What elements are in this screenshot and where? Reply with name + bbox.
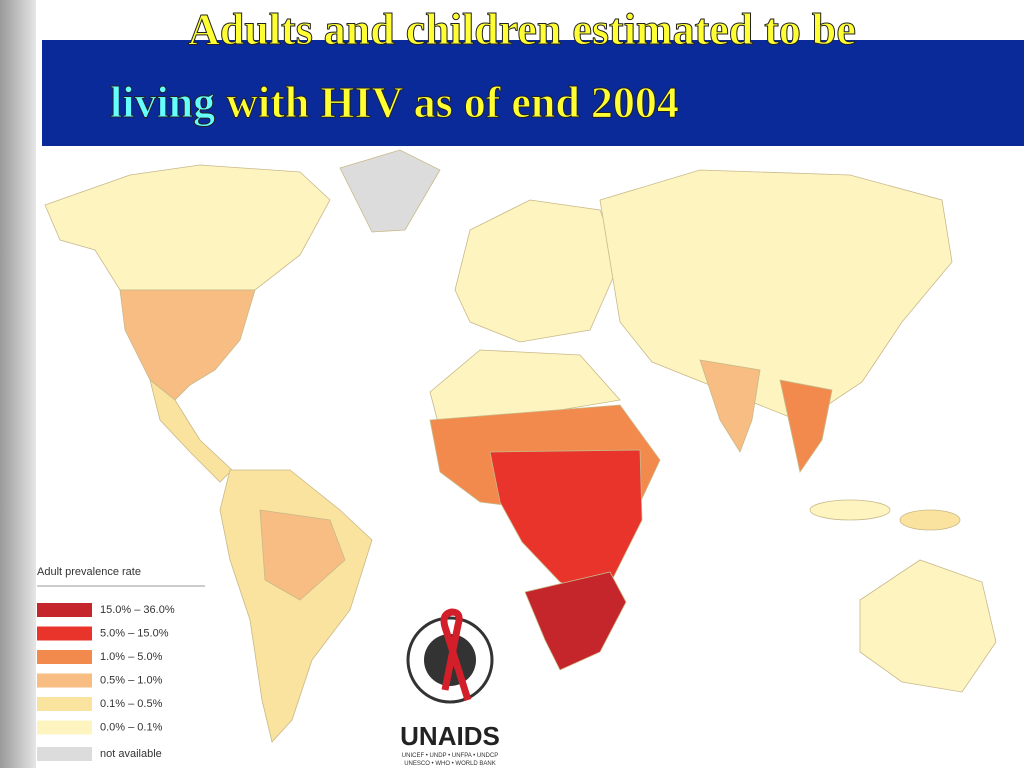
legend-label: 0.1% – 0.5% bbox=[100, 698, 163, 710]
header-band bbox=[42, 40, 1024, 146]
logo-wreath bbox=[406, 616, 494, 704]
south-america bbox=[219, 469, 373, 743]
europe bbox=[454, 199, 621, 343]
world-map bbox=[44, 149, 997, 743]
legend-label: 0.0% – 0.1% bbox=[100, 721, 163, 733]
indonesia bbox=[809, 499, 891, 521]
logo-name: UNAIDS bbox=[400, 721, 500, 751]
legend-label: not available bbox=[100, 748, 162, 760]
legend-swatch bbox=[37, 697, 92, 711]
legend-swatch bbox=[37, 603, 92, 617]
legend-label: 5.0% – 15.0% bbox=[100, 627, 169, 639]
title-highlight: living bbox=[110, 78, 215, 127]
central-africa bbox=[489, 449, 643, 601]
logo-ribbon bbox=[440, 608, 472, 702]
legend-swatch bbox=[37, 650, 92, 664]
title: Adults and children estimated to be livi… bbox=[110, 5, 857, 128]
side-bar bbox=[0, 0, 36, 768]
canada bbox=[44, 164, 331, 291]
legend-label: 0.5% – 1.0% bbox=[100, 674, 163, 686]
title-line2: living with HIV as of end 2004 bbox=[110, 78, 679, 127]
australia bbox=[859, 559, 997, 693]
legend-items: 15.0% – 36.0% 5.0% – 15.0% 1.0% – 5.0% 0.5%… bbox=[37, 603, 175, 761]
logo-line2: UNESCO • WHO • WORLD BANK bbox=[404, 761, 496, 767]
usa bbox=[119, 289, 256, 401]
legend-label: 15.0% – 36.0% bbox=[100, 604, 175, 616]
central-america bbox=[149, 378, 233, 483]
legend-title: Adult prevalence rate bbox=[37, 566, 141, 578]
southern-africa bbox=[524, 571, 627, 671]
greenland bbox=[339, 149, 441, 233]
legend-swatch bbox=[37, 720, 92, 735]
legend-swatch bbox=[37, 626, 92, 641]
legend-swatch bbox=[37, 747, 92, 761]
logo-line1: UNICEF • UNDP • UNFPA • UNDCP bbox=[402, 753, 498, 759]
brazil bbox=[259, 509, 346, 601]
india bbox=[699, 359, 761, 453]
title-rest: with HIV as of end 2004 bbox=[215, 78, 679, 127]
asia bbox=[599, 169, 953, 423]
southeast-asia bbox=[779, 379, 833, 473]
unaids-logo: UNAIDS UNICEF • UNDP • UNFPA • UNDCP UNE… bbox=[400, 608, 500, 767]
legend: Adult prevalence rate 15.0% – 36.0% 5.0% … bbox=[37, 566, 205, 761]
legend-swatch bbox=[37, 673, 92, 688]
title-line1: Adults and children estimated to be bbox=[188, 5, 856, 54]
legend-label: 1.0% – 5.0% bbox=[100, 651, 163, 663]
new-guinea bbox=[899, 509, 961, 531]
